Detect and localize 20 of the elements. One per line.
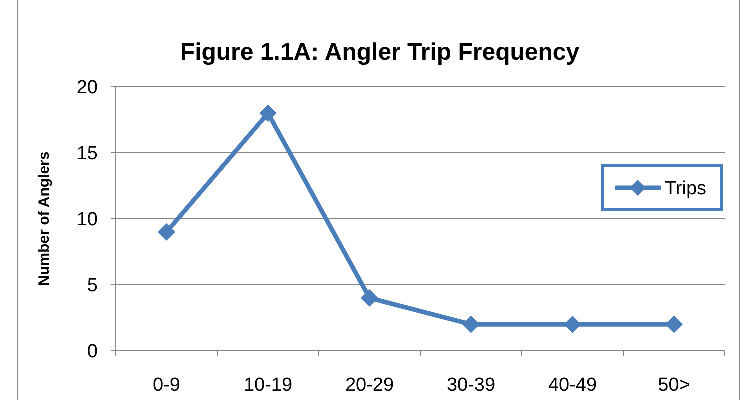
x-tick-label: 20-29 bbox=[345, 375, 394, 396]
point bbox=[666, 316, 683, 334]
point bbox=[158, 224, 176, 241]
point bbox=[462, 316, 480, 334]
x-tick-label: 50> bbox=[658, 375, 690, 396]
y-tick-label: 15 bbox=[76, 144, 98, 165]
x-tick-label: 30-39 bbox=[446, 375, 496, 396]
y-tick-label: 0 bbox=[87, 342, 98, 363]
y-tick-label: 20 bbox=[76, 78, 98, 99]
x-tick-label: 0-9 bbox=[153, 375, 180, 396]
y-axis-title: Number of Anglers bbox=[36, 152, 53, 286]
y-tick-label: 10 bbox=[76, 210, 98, 231]
x-tick-label: 10-19 bbox=[244, 375, 293, 396]
y-tick-label: 5 bbox=[87, 276, 98, 297]
point bbox=[260, 104, 277, 122]
chart-title: Figure 1.1A: Angler Trip Frequency bbox=[180, 39, 580, 66]
point bbox=[564, 316, 582, 334]
legend-label: Trips bbox=[665, 178, 707, 200]
point bbox=[361, 290, 378, 307]
x-tick-label: 40-49 bbox=[548, 375, 598, 396]
